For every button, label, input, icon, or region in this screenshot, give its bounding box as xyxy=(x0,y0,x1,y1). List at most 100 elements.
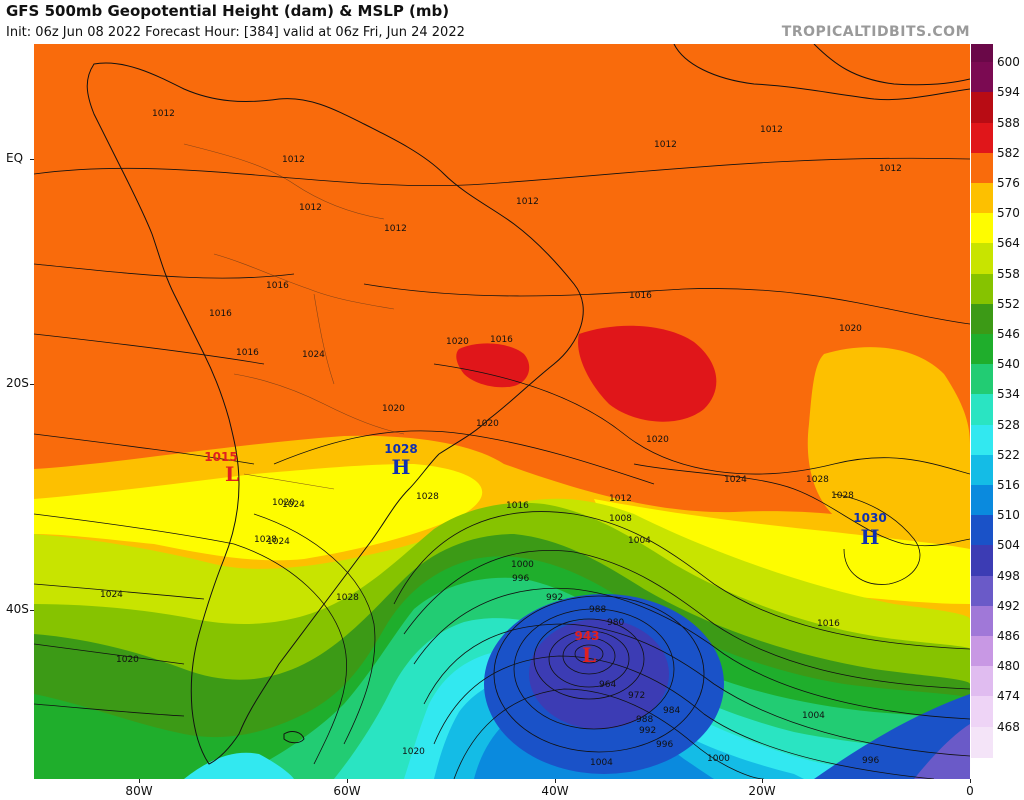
high-marker-1: H xyxy=(392,455,411,479)
isobar-value-label: 1016 xyxy=(506,501,529,511)
colorbar-label: 564 xyxy=(997,236,1020,251)
colorbar-segment xyxy=(971,213,993,245)
colorbar-segment xyxy=(971,515,993,547)
isobar-value-label: 1012 xyxy=(282,155,305,165)
south-america-coast xyxy=(86,62,584,765)
isobar-value-label: 1012 xyxy=(384,224,407,234)
isobar-value-label: 1028 xyxy=(831,491,854,501)
colorbar-label: 492 xyxy=(997,598,1020,613)
colorbar-label: 468 xyxy=(997,719,1020,734)
isobar-value-label: 1024 xyxy=(724,475,747,485)
map-canvas: 1015 L 1028 H 943 L 1030 H 1012 1012 1012 1… xyxy=(34,44,970,779)
isobar-value-label: 1012 xyxy=(760,125,783,135)
colorbar-segment xyxy=(971,303,993,335)
isobar-value-label: 1012 xyxy=(879,164,902,174)
chart-subtitle: Init: 06z Jun 08 2022 Forecast Hour: [38… xyxy=(6,25,465,40)
isobar-value-label: 1012 xyxy=(609,494,632,504)
isobar-value-label: 1024 xyxy=(267,537,290,547)
colorbar-segment xyxy=(971,44,993,63)
isobar-value-label: 964 xyxy=(599,680,616,690)
fill-504 xyxy=(529,619,669,729)
colorbar-label: 540 xyxy=(997,357,1020,372)
lat-tick-eq xyxy=(30,159,34,160)
isobar-value-label: 992 xyxy=(546,593,563,603)
borders-layer xyxy=(183,143,405,490)
lon-tick-20w xyxy=(762,779,763,783)
isobar-value-label: 1020 xyxy=(116,655,139,665)
isobar-value-label: 1028 xyxy=(254,535,277,545)
colorbar-segment xyxy=(971,454,993,486)
map-panel: 1015 L 1028 H 943 L 1030 H 1012 1012 1012 1… xyxy=(34,44,970,779)
colorbar xyxy=(971,44,993,779)
isobar-value-label: 1024 xyxy=(100,590,123,600)
lon-label-80w: 80W xyxy=(125,784,153,798)
lon-label-20w: 20W xyxy=(748,784,776,798)
colorbar-segment xyxy=(971,62,993,94)
coastline-layer xyxy=(86,44,970,765)
isobar-value-label: 1016 xyxy=(266,281,289,291)
isobar-value-label: 984 xyxy=(663,706,680,716)
colorbar-label: 570 xyxy=(997,206,1020,221)
lon-tick-80w xyxy=(139,779,140,783)
lon-label-0: 0 xyxy=(966,784,974,798)
isobar-value-label: 1020 xyxy=(476,419,499,429)
isobar-value-label: 1028 xyxy=(806,475,829,485)
pressure-centers: 1015 L 1028 H 943 L 1030 H xyxy=(204,442,886,667)
isobar-value-label: 1020 xyxy=(402,747,425,757)
colorbar-segment xyxy=(971,122,993,154)
colorbar-segment xyxy=(971,666,993,698)
isobar-value-label: 1016 xyxy=(490,335,513,345)
lon-label-40w: 40W xyxy=(541,784,569,798)
isobar-value-label: 1028 xyxy=(336,593,359,603)
colorbar-label: 498 xyxy=(997,568,1020,583)
isobar-value-label: 1008 xyxy=(609,514,632,524)
colorbar-label: 516 xyxy=(997,477,1020,492)
fill-570-east xyxy=(594,499,970,604)
colorbar-label: 582 xyxy=(997,145,1020,160)
colorbar-label: 600 xyxy=(997,55,1020,70)
colorbar-segment xyxy=(971,635,993,668)
colorbar-segment xyxy=(971,92,993,124)
high-marker-2: H xyxy=(861,525,880,549)
lon-tick-0 xyxy=(970,779,971,783)
lon-label-60w: 60W xyxy=(333,784,361,798)
isobar-value-label: 1004 xyxy=(628,536,651,546)
lat-label-20s: 20S xyxy=(6,376,29,390)
colorbar-label: 510 xyxy=(997,508,1020,523)
isobar-value-label: 996 xyxy=(512,574,529,584)
isobar-value-label: 992 xyxy=(639,726,656,736)
low-value-2: 943 xyxy=(574,629,599,643)
low-marker-1: L xyxy=(225,462,239,486)
colorbar-label: 534 xyxy=(997,387,1020,402)
lat-tick-40s xyxy=(30,610,34,611)
colorbar-segment xyxy=(971,152,993,184)
lat-label-40s: 40S xyxy=(6,602,29,616)
colorbar-label: 594 xyxy=(997,85,1020,100)
fill-se-purple xyxy=(914,724,970,779)
brand-watermark: TROPICALTIDBITS.COM xyxy=(781,24,970,40)
fill-sw-blue xyxy=(184,752,294,779)
isobar-value-label: 988 xyxy=(589,605,606,615)
height-fill-layer xyxy=(34,325,970,779)
high-value-2: 1030 xyxy=(853,511,886,525)
falklands xyxy=(283,731,305,744)
fill-588-a xyxy=(578,325,717,422)
isobar-value-label: 980 xyxy=(607,618,624,628)
isobar-value-label: 1016 xyxy=(236,348,259,358)
high-value-1: 1028 xyxy=(384,442,417,456)
isobar-value-label: 1012 xyxy=(516,197,539,207)
isobar-value-label: 996 xyxy=(862,756,879,766)
fill-570 xyxy=(34,464,483,561)
isobar-value-label: 1024 xyxy=(282,500,305,510)
colorbar-label: 588 xyxy=(997,115,1020,130)
colorbar-label: 504 xyxy=(997,538,1020,553)
isobar-value-label: 1020 xyxy=(382,404,405,414)
isobar-value-label: 1012 xyxy=(299,203,322,213)
colorbar-segment xyxy=(971,394,993,426)
isobar-value-label: 1000 xyxy=(511,560,534,570)
colorbar-label: 552 xyxy=(997,296,1020,311)
fill-588-b xyxy=(456,343,530,388)
isobar-value-label: 1016 xyxy=(629,291,652,301)
colorbar-label: 474 xyxy=(997,689,1020,704)
isobar-value-label: 1004 xyxy=(802,711,825,721)
